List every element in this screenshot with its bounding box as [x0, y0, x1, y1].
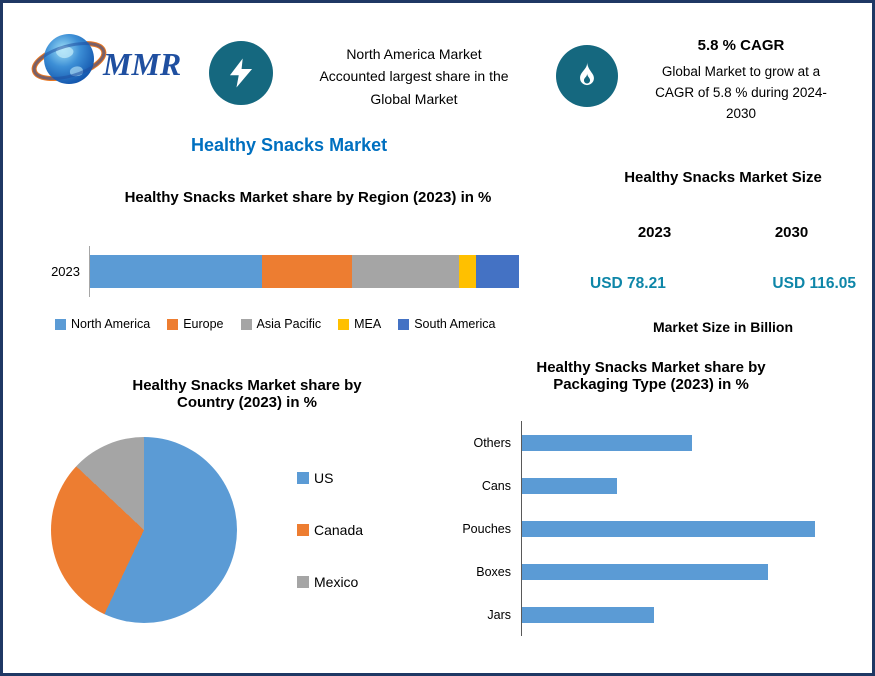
country-pie [51, 437, 237, 623]
packaging-category-pouches: Pouches [462, 521, 511, 536]
legend-label: MEA [354, 317, 382, 331]
market-size-years: 2023 2030 [586, 224, 860, 241]
packaging-chart: Healthy Snacks Market share by Packaging… [449, 359, 853, 636]
region-chart: Healthy Snacks Market share by Region (2… [43, 189, 573, 331]
legend-label: Mexico [314, 574, 359, 590]
packaging-bar-jars [522, 606, 655, 623]
country-chart-body: US Canada Mexico [51, 437, 443, 623]
legend-swatch [297, 472, 309, 484]
region-legend-item-north-america: North America [55, 317, 150, 331]
globe-icon: MMR [31, 34, 181, 84]
legend-swatch [338, 318, 350, 330]
legend-label: Europe [183, 317, 224, 331]
country-legend-item-canada: Canada [297, 522, 363, 538]
region-legend-item-south-america: South America [398, 317, 496, 331]
legend-label: North America [71, 317, 151, 331]
packaging-category-jars: Jars [487, 607, 511, 622]
region-legend: North America Europe Asia Pacific MEA South … [55, 317, 573, 331]
region-legend-item-europe: Europe [167, 317, 224, 331]
packaging-bar-row-jars [522, 593, 853, 636]
region-chart-row: 2023 [43, 246, 573, 297]
country-legend: US Canada Mexico [297, 470, 363, 590]
legend-swatch [398, 318, 410, 330]
packaging-bar-cans [522, 477, 617, 494]
market-size-year-2030: 2030 [774, 224, 809, 241]
packaging-category-cans: Cans [481, 478, 511, 493]
region-segment-asia-pacific [351, 255, 459, 288]
market-size-values: USD 78.21 USD 116.05 [586, 275, 860, 293]
north-america-highlight: North America Market Accounted largest s… [285, 43, 543, 110]
market-size-value-2030: USD 116.05 [772, 275, 856, 292]
region-stacked-bar [90, 255, 519, 288]
legend-label: US [314, 470, 334, 486]
country-title-line: Country (2023) in % [176, 394, 318, 411]
packaging-category-others: Others [473, 435, 511, 450]
cagr-title: 5.8 % CAGR [697, 37, 785, 54]
legend-swatch [167, 318, 179, 330]
packaging-category-labels: Others Cans Pouches Boxes Jars [449, 421, 521, 636]
legend-swatch [297, 524, 309, 536]
country-legend-item-us: US [297, 470, 363, 486]
cagr-description: Global Market to grow at a CAGR of 5.8 %… [625, 62, 857, 125]
cagr-line: Global Market to grow at a [661, 64, 821, 79]
region-legend-item-asia-pacific: Asia Pacific [240, 317, 322, 331]
highlight-line: Global Market [370, 90, 458, 107]
packaging-bar-others [522, 434, 693, 451]
region-legend-item-mea: MEA [338, 317, 381, 331]
country-title-line: Healthy Snacks Market share by [132, 377, 362, 394]
packaging-title-line: Healthy Snacks Market share by [536, 359, 766, 376]
region-segment-north-america [90, 255, 262, 288]
region-segment-south-america [476, 255, 519, 288]
packaging-chart-title: Healthy Snacks Market share by Packaging… [449, 359, 853, 393]
market-size-value-2023: USD 78.21 [590, 275, 666, 292]
region-chart-title: Healthy Snacks Market share by Region (2… [124, 189, 492, 206]
market-size-year-2023: 2023 [637, 224, 672, 241]
region-y-axis-label: 2023 [51, 264, 80, 279]
page-title: Healthy Snacks Market [191, 135, 388, 155]
cagr-line: 2030 [725, 105, 757, 121]
packaging-bar-pouches [522, 520, 816, 537]
legend-swatch [297, 576, 309, 588]
packaging-bar-row-boxes [522, 550, 853, 593]
legend-label: Asia Pacific [256, 317, 322, 331]
lightning-icon [209, 41, 273, 105]
packaging-plot-grid: Others Cans Pouches Boxes Jars [449, 421, 853, 636]
packaging-bar-row-cans [522, 464, 853, 507]
legend-swatch [240, 318, 252, 330]
country-chart: Healthy Snacks Market share by Country (… [51, 377, 443, 623]
packaging-bar-row-others [522, 421, 853, 464]
market-size-unit-label: Market Size in Billion [652, 319, 794, 335]
mmr-logo: MMR [29, 23, 194, 101]
legend-label: South America [414, 317, 496, 331]
market-size-title: Healthy Snacks Market Size [624, 169, 822, 186]
packaging-bar-row-pouches [522, 507, 853, 550]
packaging-title-line: Packaging Type (2023) in % [553, 376, 749, 393]
highlight-line: North America Market [346, 46, 482, 62]
logo-text: MMR [102, 46, 181, 82]
packaging-category-boxes: Boxes [476, 564, 511, 579]
market-size-panel: Healthy Snacks Market Size 2023 2030 USD… [586, 169, 860, 335]
cagr-line: CAGR of 5.8 % during 2024- [655, 84, 827, 100]
region-plot-area [89, 246, 519, 297]
highlight-line: Accounted largest share in the [319, 68, 509, 85]
legend-label: Canada [314, 522, 364, 538]
packaging-plot-area [521, 421, 853, 636]
country-chart-title: Healthy Snacks Market share by Country (… [51, 377, 443, 411]
legend-swatch [55, 318, 66, 330]
region-segment-europe [261, 255, 352, 288]
region-segment-mea [458, 255, 477, 288]
country-legend-item-mexico: Mexico [297, 574, 363, 590]
flame-icon [556, 45, 618, 107]
packaging-bar-boxes [522, 563, 768, 580]
cagr-block: 5.8 % CAGR Global Market to grow at a CA… [625, 37, 857, 125]
